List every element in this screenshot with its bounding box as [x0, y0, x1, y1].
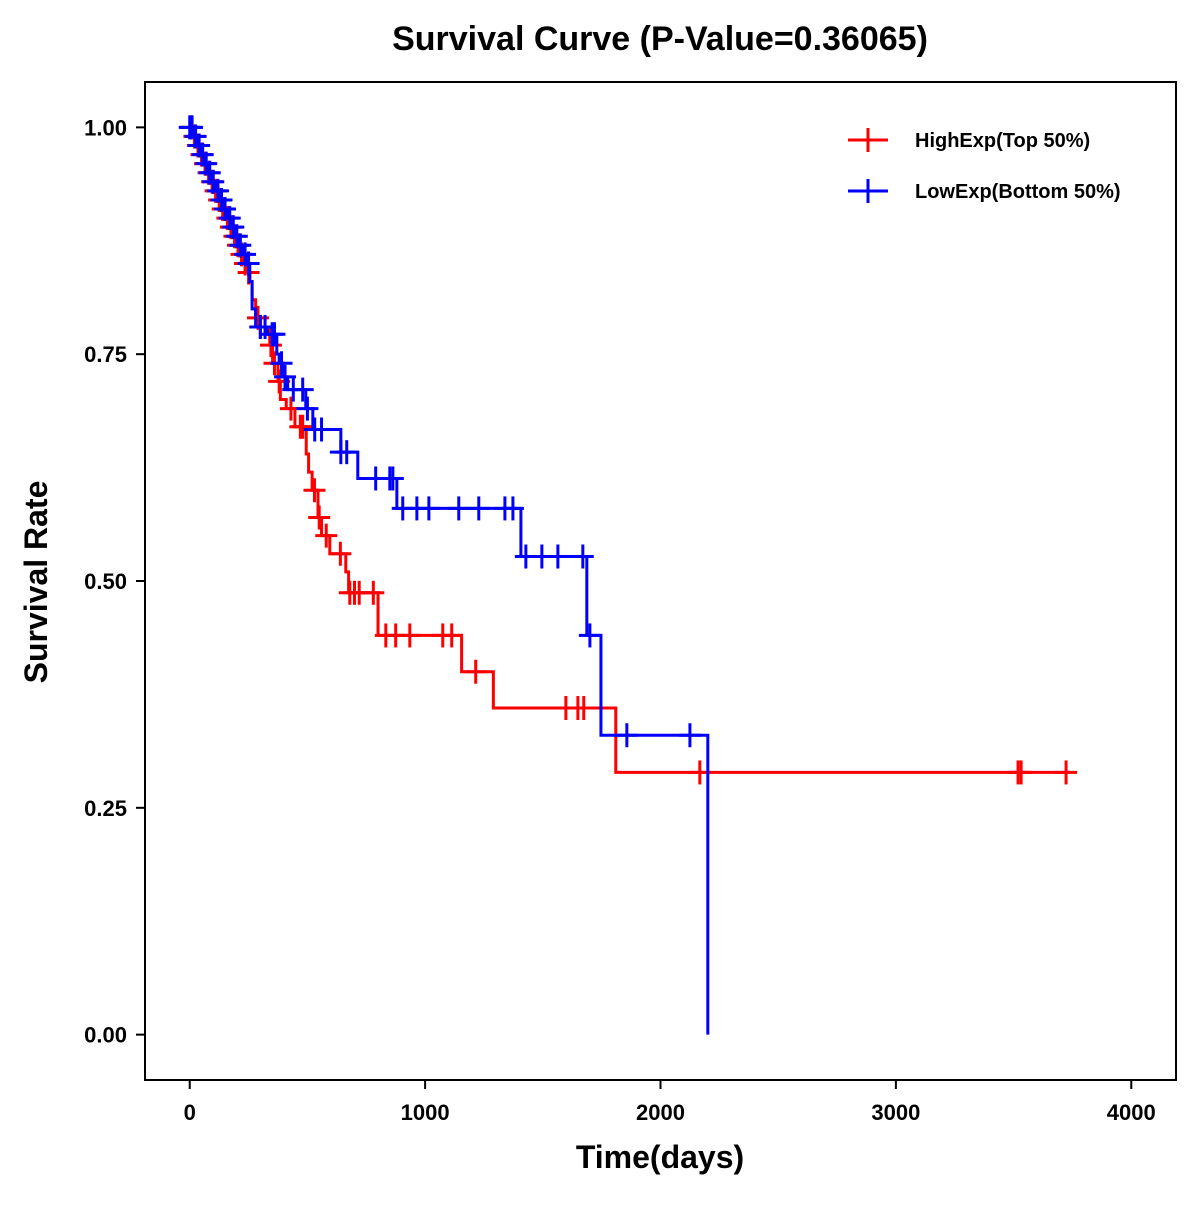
censor-mark	[263, 322, 286, 347]
censor-mark	[308, 505, 331, 530]
series-high-exp	[179, 115, 1078, 785]
censor-mark	[335, 440, 358, 465]
y-tick-label: 0.25	[84, 796, 127, 821]
censor-mark	[270, 351, 293, 376]
legend-label: LowExp(Bottom 50%)	[915, 181, 1121, 203]
censor-mark	[447, 496, 470, 521]
censor-mark	[398, 623, 421, 648]
censor-mark	[678, 723, 701, 748]
censor-mark	[572, 696, 595, 721]
censor-mark	[440, 623, 463, 648]
y-tick-label: 1.00	[84, 115, 127, 140]
censor-mark	[310, 417, 333, 442]
y-axis: 0.00 0.25 0.50 0.75 1.00	[84, 115, 145, 1048]
censor-mark	[291, 377, 314, 402]
y-tick-label: 0.50	[84, 569, 127, 594]
x-tick-label: 1000	[401, 1100, 450, 1125]
x-tick-label: 3000	[871, 1100, 920, 1125]
censor-mark	[381, 466, 404, 491]
survival-step-line	[189, 125, 1071, 774]
censor-mark	[303, 478, 326, 503]
chart-title: Survival Curve (P-Value=0.36065)	[392, 20, 928, 58]
censor-mark	[362, 580, 385, 605]
y-tick-label: 0.75	[84, 342, 127, 367]
x-tick-label: 2000	[636, 1100, 685, 1125]
legend-item: LowExp(Bottom 50%)	[848, 179, 1121, 203]
censor-mark	[296, 396, 319, 421]
censor-mark	[1055, 760, 1078, 785]
x-tick-label: 4000	[1107, 1100, 1156, 1125]
censor-mark	[578, 623, 601, 648]
legend-item: HighExp(Top 50%)	[848, 128, 1090, 152]
censor-mark	[417, 496, 440, 521]
censor-mark	[571, 544, 594, 569]
censor-mark	[291, 414, 314, 439]
x-axis-label: Time(days)	[576, 1139, 744, 1175]
legend-label: HighExp(Top 50%)	[915, 130, 1090, 152]
censor-mark	[237, 251, 260, 276]
x-axis: 0 1000 2000 3000 4000	[184, 1080, 1156, 1125]
curves	[178, 115, 1078, 1035]
censor-mark	[315, 523, 338, 548]
x-tick-label: 0	[184, 1100, 196, 1125]
censor-mark	[546, 544, 569, 569]
y-axis-label: Survival Rate	[18, 481, 54, 684]
plot-frame	[144, 81, 1177, 1081]
y-tick-label: 0.00	[84, 1023, 127, 1048]
survival-step-line	[189, 125, 710, 1035]
censor-mark	[464, 659, 487, 684]
series-low-exp	[178, 115, 710, 1035]
censor-mark	[615, 723, 638, 748]
censor-mark	[329, 541, 352, 566]
censor-mark	[274, 364, 297, 389]
censor-mark	[1010, 760, 1033, 785]
legend: HighExp(Top 50%) LowExp(Bottom 50%)	[848, 128, 1121, 203]
censor-mark	[467, 496, 490, 521]
censor-mark	[501, 496, 524, 521]
